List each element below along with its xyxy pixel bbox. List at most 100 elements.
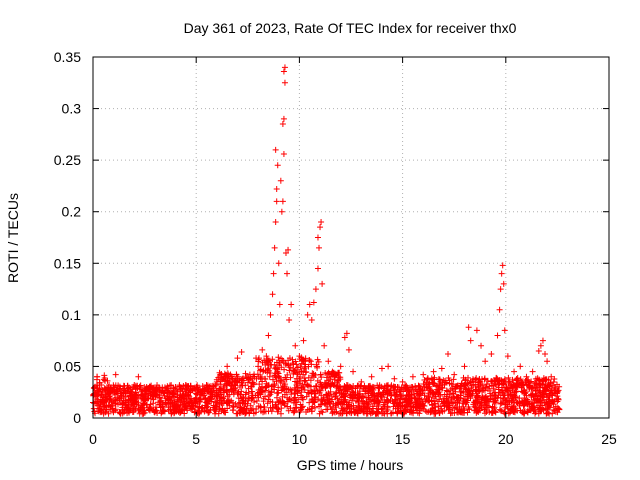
data-point — [464, 397, 471, 404]
data-point — [483, 381, 490, 388]
data-point — [246, 371, 253, 378]
data-point — [271, 382, 278, 389]
data-point — [551, 376, 558, 383]
data-point — [325, 358, 332, 365]
data-point — [301, 387, 308, 394]
data-point — [499, 262, 506, 269]
data-point — [488, 351, 495, 358]
data-point — [276, 374, 283, 381]
data-point — [310, 370, 317, 377]
data-point — [212, 405, 219, 412]
data-point — [496, 406, 503, 413]
data-point — [136, 383, 143, 390]
data-point — [509, 385, 516, 392]
y-tick-label: 0.3 — [62, 101, 82, 117]
data-point — [288, 301, 295, 308]
data-point — [535, 347, 542, 354]
data-point — [492, 393, 499, 400]
data-point — [177, 385, 184, 392]
data-point — [181, 410, 188, 417]
data-point — [546, 394, 553, 401]
data-point — [275, 260, 282, 267]
data-point — [288, 387, 295, 394]
data-point — [350, 389, 357, 396]
data-point — [351, 408, 358, 415]
data-point — [498, 270, 505, 277]
data-point — [438, 398, 445, 405]
data-point — [249, 394, 256, 401]
data-point — [529, 402, 536, 409]
x-tick-label: 0 — [89, 431, 97, 447]
data-point — [370, 384, 377, 391]
data-point — [229, 385, 236, 392]
data-point — [271, 244, 278, 251]
data-point — [342, 384, 349, 391]
data-point — [273, 394, 280, 401]
data-point — [349, 389, 356, 396]
data-point — [310, 299, 317, 306]
data-point — [131, 381, 138, 388]
data-point — [537, 342, 544, 349]
data-point — [265, 408, 272, 415]
data-point — [281, 366, 288, 373]
data-point — [423, 397, 430, 404]
data-point — [337, 410, 344, 417]
data-point — [543, 399, 550, 406]
data-point — [180, 398, 187, 405]
data-point — [414, 401, 421, 408]
data-point — [526, 384, 533, 391]
data-point — [318, 219, 325, 226]
data-point — [221, 383, 228, 390]
data-point — [294, 371, 301, 378]
data-point — [441, 407, 448, 414]
data-point — [261, 375, 268, 382]
data-point — [394, 402, 401, 409]
data-point — [94, 373, 101, 380]
data-point — [375, 410, 382, 417]
data-point — [421, 392, 428, 399]
data-point — [259, 359, 266, 366]
data-point — [226, 379, 233, 386]
data-point — [503, 384, 510, 391]
data-point — [483, 393, 490, 400]
data-point — [206, 397, 213, 404]
data-point — [314, 234, 321, 241]
data-point — [404, 387, 411, 394]
data-point — [249, 380, 256, 387]
data-point — [270, 270, 277, 277]
data-point — [275, 373, 282, 380]
data-point — [528, 378, 535, 385]
data-point — [255, 363, 262, 370]
data-point — [521, 390, 528, 397]
data-point — [260, 395, 267, 402]
data-point — [534, 392, 541, 399]
data-point — [275, 354, 282, 361]
data-point — [120, 386, 127, 393]
data-point — [539, 396, 546, 403]
data-point — [294, 379, 301, 386]
data-point — [242, 400, 249, 407]
data-point — [327, 398, 334, 405]
data-point — [261, 404, 268, 411]
data-point — [440, 377, 447, 384]
data-point — [216, 372, 223, 379]
data-point — [378, 393, 385, 400]
data-point — [509, 397, 516, 404]
data-point — [466, 406, 473, 413]
data-point — [279, 121, 286, 128]
data-point — [253, 397, 260, 404]
data-point — [151, 409, 158, 416]
data-point — [216, 385, 223, 392]
data-point — [304, 406, 311, 413]
data-point — [229, 399, 236, 406]
data-point — [273, 365, 280, 372]
data-point — [156, 401, 163, 408]
data-point — [256, 389, 263, 396]
data-point — [309, 370, 316, 377]
axis-ticks: 0 5 10 15 20 25 0 0.05 0.1 0.15 0.2 0.25 0.3 0.35 — [54, 49, 617, 447]
data-point — [166, 382, 173, 389]
data-point — [258, 408, 265, 415]
data-point — [542, 387, 549, 394]
data-point — [280, 68, 287, 75]
data-point — [106, 382, 113, 389]
